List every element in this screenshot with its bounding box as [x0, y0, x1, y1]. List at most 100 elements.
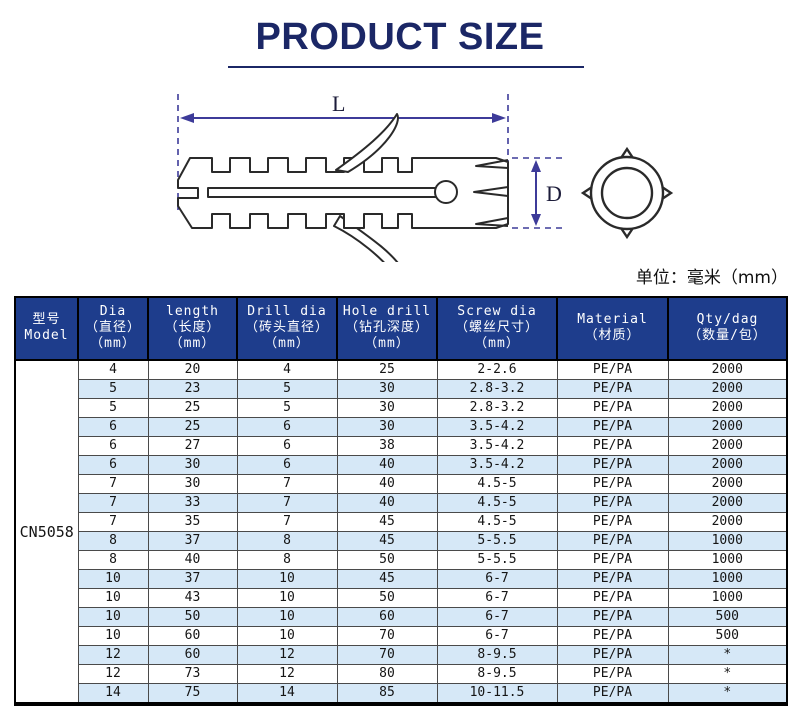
table-cell: 5: [236, 379, 338, 399]
table-row: 5 25 5 30 2.8-3.2 PE/PA 2000: [15, 398, 788, 418]
table-cell: 50: [336, 588, 438, 608]
table-cell: 10: [77, 626, 149, 646]
table-cell: 5-5.5: [436, 550, 558, 570]
table-cell: 8: [236, 550, 338, 570]
anchor-cross-section: [580, 146, 674, 240]
table-cell: 2.8-3.2: [436, 398, 558, 418]
model-cell: CN5058: [14, 359, 79, 705]
table-cell: PE/PA: [556, 455, 669, 475]
table-cell: 1000: [667, 550, 788, 570]
page-title: PRODUCT SIZE: [255, 16, 545, 58]
title-underline: [228, 66, 584, 68]
table-cell: PE/PA: [556, 474, 669, 494]
table-cell: 70: [336, 645, 438, 665]
table-cell: 25: [147, 398, 238, 418]
table-row: 6 25 6 30 3.5-4.2 PE/PA 2000: [15, 417, 788, 437]
table-cell: 3.5-4.2: [436, 455, 558, 475]
table-cell: 38: [336, 436, 438, 456]
table-cell: 8: [236, 531, 338, 551]
table-cell: 10: [236, 626, 338, 646]
table-cell: 12: [77, 645, 149, 665]
table-cell: 27: [147, 436, 238, 456]
table-cell: 4: [77, 359, 149, 380]
column-header: Hole drill （钻孔深度） （mm）: [336, 296, 438, 361]
table-cell: 10-11.5: [436, 683, 558, 705]
table-cell: PE/PA: [556, 512, 669, 532]
column-header: Material （材质）: [556, 296, 669, 361]
table-cell: 2000: [667, 359, 788, 380]
anchor-hole: [434, 180, 458, 204]
table-row: CN5058 4 20 4 25 2-2.6 PE/PA 2000: [14, 359, 788, 705]
table-cell: 60: [336, 607, 438, 627]
table-cell: 7: [236, 512, 338, 532]
table-cell: 10: [77, 588, 149, 608]
table-cell: 50: [147, 607, 238, 627]
table-row: 10 37 10 45 6-7 PE/PA 1000: [15, 569, 788, 589]
header-row: 型号 Model Dia （直径） （mm） length （长度） （mm） Drill di…: [14, 296, 788, 361]
table-cell: 80: [336, 664, 438, 684]
column-header: Qty/dag （数量/包）: [667, 296, 788, 361]
table-cell: 73: [147, 664, 238, 684]
table-cell: 30: [336, 417, 438, 437]
table-cell: 10: [236, 569, 338, 589]
table-cell: 5: [236, 398, 338, 418]
table-cell: PE/PA: [556, 359, 669, 380]
table-cell: 40: [336, 474, 438, 494]
table-cell: PE/PA: [556, 607, 669, 627]
table-cell: PE/PA: [556, 664, 669, 684]
table-cell: 4.5-5: [436, 493, 558, 513]
table-row: 7 35 7 45 4.5-5 PE/PA 2000: [15, 512, 788, 532]
table-cell: 8-9.5: [436, 664, 558, 684]
table-row: 7 30 7 40 4.5-5 PE/PA 2000: [15, 474, 788, 494]
table-cell: 40: [336, 493, 438, 513]
table-cell: 6-7: [436, 607, 558, 627]
diameter-dimension-label: D: [546, 181, 562, 206]
table-cell: 8: [77, 531, 149, 551]
table-cell: PE/PA: [556, 588, 669, 608]
table-cell: *: [667, 683, 788, 705]
table-cell: 85: [336, 683, 438, 705]
table-cell: 8: [77, 550, 149, 570]
table-cell: 37: [147, 569, 238, 589]
table-cell: 2000: [667, 417, 788, 437]
table-cell: 6: [77, 455, 149, 475]
table-row: 7 33 7 40 4.5-5 PE/PA 2000: [15, 493, 788, 513]
table-cell: 7: [77, 493, 149, 513]
table-cell: 14: [236, 683, 338, 705]
table-cell: 7: [77, 512, 149, 532]
table-cell: 30: [336, 398, 438, 418]
table-cell: 1000: [667, 588, 788, 608]
dimension-extension-lines: [177, 94, 566, 229]
anchor-wing-top: [335, 113, 399, 173]
table-cell: 45: [336, 512, 438, 532]
table-cell: PE/PA: [556, 379, 669, 399]
table-cell: 2.8-3.2: [436, 379, 558, 399]
table-cell: 60: [147, 645, 238, 665]
table-row: 5 23 5 30 2.8-3.2 PE/PA 2000: [15, 379, 788, 399]
table-cell: 4: [236, 359, 338, 380]
table-cell: 6: [236, 417, 338, 437]
table-cell: 33: [147, 493, 238, 513]
table-cell: 45: [336, 531, 438, 551]
table-cell: 7: [236, 493, 338, 513]
table-cell: PE/PA: [556, 645, 669, 665]
table-cell: 30: [147, 455, 238, 475]
table-cell: 12: [236, 664, 338, 684]
table-cell: 25: [147, 417, 238, 437]
table-cell: 10: [236, 607, 338, 627]
table-cell: 6: [77, 417, 149, 437]
table-cell: PE/PA: [556, 626, 669, 646]
table-cell: 6-7: [436, 588, 558, 608]
table-cell: 50: [336, 550, 438, 570]
table-cell: 6: [77, 436, 149, 456]
table-row: 10 60 10 70 6-7 PE/PA 500: [15, 626, 788, 646]
table-cell: 4.5-5: [436, 474, 558, 494]
size-table: 型号 Model Dia （直径） （mm） length （长度） （mm） Drill di…: [14, 296, 788, 706]
size-table-container: 型号 Model Dia （直径） （mm） length （长度） （mm） Drill di…: [14, 296, 788, 706]
table-cell: 4.5-5: [436, 512, 558, 532]
table-cell: 1000: [667, 531, 788, 551]
table-row: 14 75 14 85 10-11.5 PE/PA *: [15, 683, 788, 705]
table-cell: 2000: [667, 436, 788, 456]
table-cell: 2000: [667, 398, 788, 418]
table-cell: 6: [236, 455, 338, 475]
